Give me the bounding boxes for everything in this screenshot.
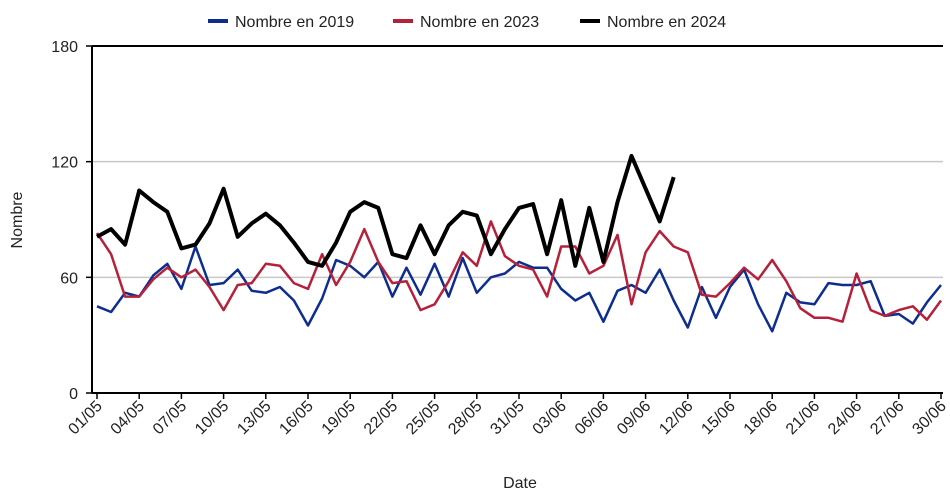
x-tick-label: 01/05: [65, 398, 105, 438]
x-tick-label: 31/05: [487, 398, 527, 438]
x-tick-label: 10/05: [192, 398, 232, 438]
x-axis-label: Date: [503, 475, 537, 492]
x-tick-label: 18/06: [741, 398, 781, 438]
x-tick-label: 07/05: [150, 398, 190, 438]
x-tick-label: 19/05: [319, 398, 359, 438]
y-tick-label: 180: [51, 39, 78, 56]
x-tick-label: 28/05: [445, 398, 485, 438]
x-tick-label: 30/06: [909, 398, 949, 438]
x-tick-label: 13/05: [234, 398, 274, 438]
x-tick-label: 06/06: [572, 398, 612, 438]
y-tick-label: 0: [69, 386, 78, 403]
x-tick-label: 25/05: [403, 398, 443, 438]
legend-label: Nombre en 2023: [420, 14, 539, 31]
series-line: [95, 220, 943, 323]
x-tick-label: 16/05: [276, 398, 316, 438]
x-tick-label: 09/06: [614, 398, 654, 438]
legend-label: Nombre en 2019: [235, 14, 354, 31]
x-tick-label: 03/06: [530, 398, 570, 438]
x-tick-label: 22/05: [361, 398, 401, 438]
x-tick-label: 15/06: [698, 398, 738, 438]
y-axis-label: Nombre: [9, 191, 26, 248]
x-tick-label: 12/06: [656, 398, 696, 438]
series-line: [96, 153, 676, 268]
series-line: [96, 245, 942, 333]
legend-label: Nombre en 2024: [607, 14, 726, 31]
y-tick-label: 60: [60, 270, 78, 287]
x-tick-label: 04/05: [108, 398, 148, 438]
y-tick-label: 120: [51, 155, 78, 172]
x-tick-label: 27/06: [867, 398, 907, 438]
x-tick-label: 24/06: [825, 398, 865, 438]
x-tick-label: 21/06: [783, 398, 823, 438]
